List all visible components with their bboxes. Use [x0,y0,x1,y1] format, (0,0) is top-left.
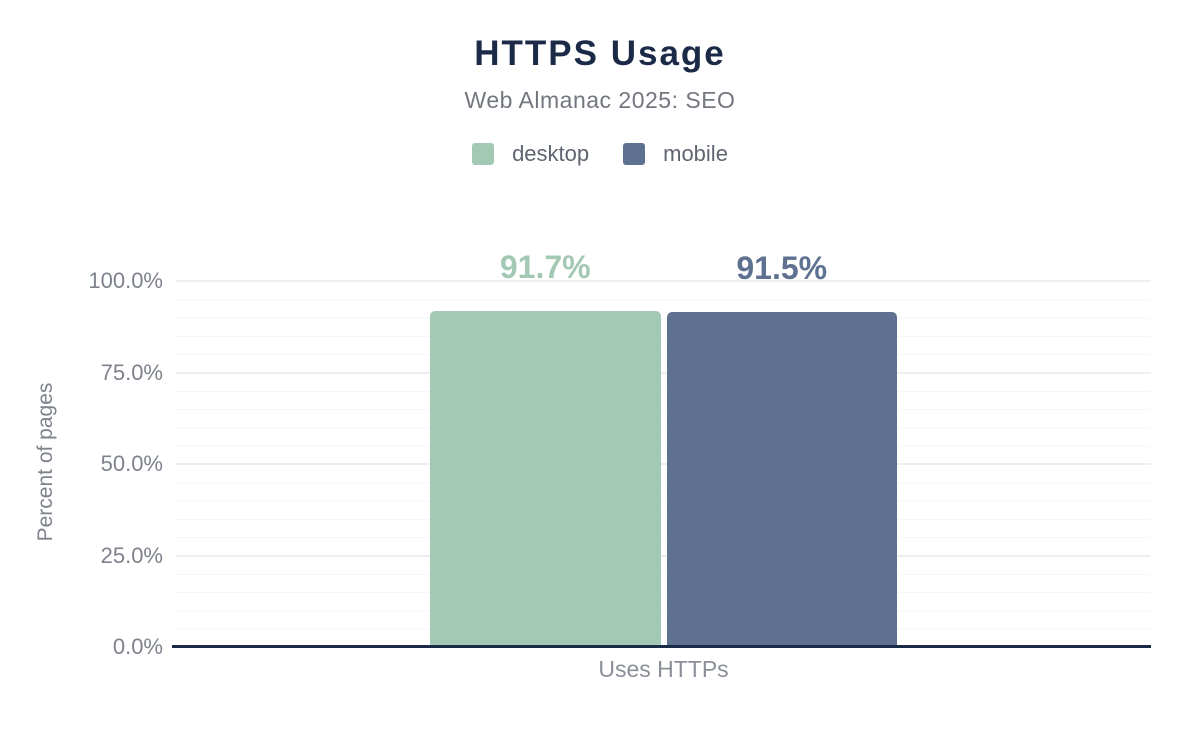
x-axis-line [172,645,1151,648]
bar-group: 91.7% 91.5% [430,251,897,647]
legend-label-desktop: desktop [512,141,590,166]
y-tick-label: 25.0% [100,542,163,568]
bar-column-desktop: 91.7% [430,251,661,647]
chart-subtitle: Web Almanac 2025: SEO [464,87,736,113]
bar-value-label-mobile: 91.5% [736,250,828,287]
y-tick-label: 0.0% [112,634,163,659]
chart-title: HTTPS Usage [474,34,726,73]
bar-mobile[interactable] [666,312,897,647]
plot-area: 91.7% 91.5% [172,251,1151,648]
y-tick-label: 100.0% [88,268,163,293]
legend-item-mobile[interactable]: mobile [623,141,728,167]
y-axis-tick-labels: 0.0% 25.0% 50.0% 75.0% 100.0% [0,269,163,659]
y-tick-label: 50.0% [100,451,163,476]
bar-value-label-desktop: 91.7% [499,249,591,286]
x-category-label: Uses HTTPs [598,656,729,682]
major-gridline [176,463,1151,465]
legend-label-mobile: mobile [663,141,728,166]
bar-column-mobile: 91.5% [666,252,897,647]
desktop-swatch-icon [472,143,495,165]
y-tick-label: 75.0% [100,359,163,385]
major-gridline [176,371,1151,374]
major-gridline [176,280,1151,282]
legend: desktop mobile [0,141,1200,167]
legend-item-desktop[interactable]: desktop [472,141,589,167]
major-gridline [176,554,1151,557]
mobile-swatch-icon [623,143,646,165]
bar-desktop[interactable] [430,311,661,647]
